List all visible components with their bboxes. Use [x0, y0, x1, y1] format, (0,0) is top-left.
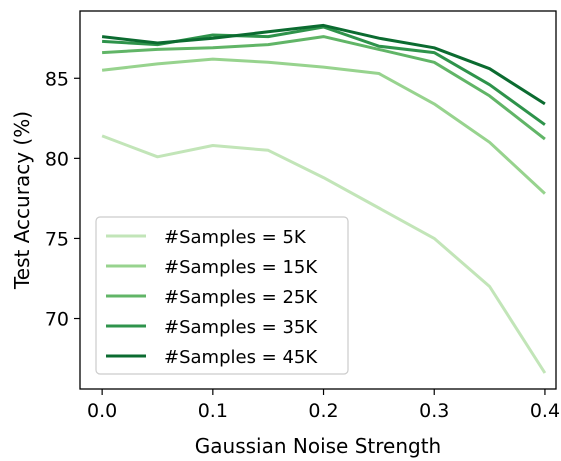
series-line-3: [102, 35, 546, 141]
legend-label: #Samples = 45K: [164, 347, 318, 368]
series-line-2: [101, 57, 546, 195]
legend-label: #Samples = 35K: [164, 317, 318, 338]
series-lines: [101, 23, 547, 374]
y-axis-label: Test Accuracy (%): [10, 111, 34, 290]
y-tick-label: 85: [45, 68, 69, 90]
series-line-5: [101, 23, 546, 106]
x-tick-label: 0.2: [308, 400, 338, 422]
x-axis-label: Gaussian Noise Strength: [195, 434, 441, 458]
x-tick-label: 0.4: [530, 400, 560, 422]
legend-label: #Samples = 5K: [164, 227, 307, 248]
y-tick-label: 75: [45, 228, 69, 250]
x-tick-label: 0.3: [419, 400, 449, 422]
legend-label: #Samples = 15K: [164, 257, 318, 278]
plot-frame: [79, 10, 557, 390]
legend: #Samples = 5K #Samples = 15K #Samples = 25…: [95, 216, 349, 375]
x-axis-ticks: 0.0 0.1 0.2 0.3 0.4: [87, 389, 560, 422]
legend-label: #Samples = 25K: [164, 287, 318, 308]
legend-box: [95, 216, 349, 375]
x-tick-label: 0.1: [198, 400, 228, 422]
y-axis-ticks: 70 75 80 85: [45, 68, 80, 331]
y-tick-label: 80: [45, 148, 69, 170]
x-tick-label: 0.0: [87, 400, 117, 422]
series-line-1: [101, 134, 547, 374]
y-tick-label: 70: [45, 309, 69, 331]
